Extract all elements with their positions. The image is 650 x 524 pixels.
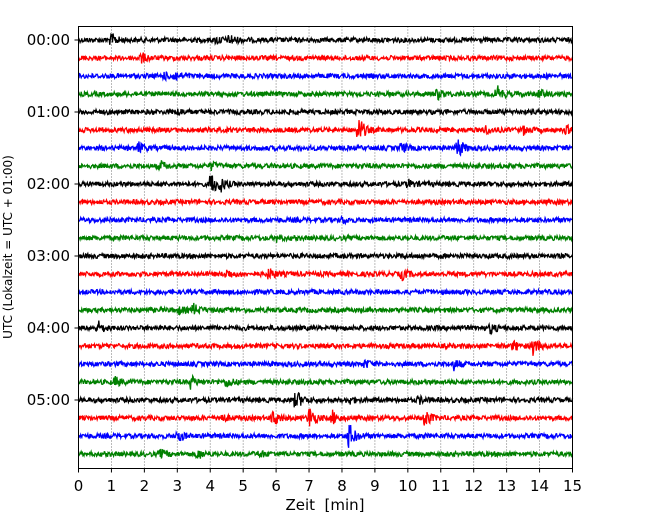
- trace-16: [77, 320, 574, 336]
- trace-22: [77, 424, 574, 448]
- x-tick-label: 11: [431, 477, 450, 495]
- y-axis-label: UTC (Lokalzeit = UTC + 01:00): [1, 155, 15, 339]
- plot-frame: [78, 26, 573, 469]
- trace-14: [77, 287, 574, 297]
- trace-4: [78, 107, 574, 117]
- y-axis-ticks: 00:00 01:00 02:00 03:00 04:00 05:00: [27, 31, 79, 409]
- y-tick-label: 01:00: [27, 103, 70, 121]
- trace-2: [78, 71, 573, 83]
- x-tick-label: 10: [398, 477, 417, 495]
- trace-9: [77, 197, 574, 207]
- trace-17: [77, 339, 574, 356]
- trace-23: [78, 448, 573, 460]
- trace-6: [77, 139, 574, 157]
- x-tick-label: 3: [173, 477, 183, 495]
- x-tick-label: 1: [107, 477, 117, 495]
- x-tick-label: 2: [140, 477, 150, 495]
- trace-3: [77, 85, 574, 101]
- trace-21: [77, 408, 574, 427]
- trace-15: [78, 302, 574, 317]
- x-tick-label: 9: [370, 477, 380, 495]
- trace-18: [77, 358, 574, 372]
- trace-19: [77, 373, 574, 390]
- trace-1: [77, 52, 574, 64]
- x-tick-label: 15: [563, 477, 582, 495]
- trace-7: [78, 160, 574, 172]
- x-tick-label: 7: [304, 477, 314, 495]
- trace-20: [77, 391, 574, 408]
- trace-5: [78, 120, 574, 137]
- x-tick-label: 6: [271, 477, 281, 495]
- x-tick-label: 4: [205, 477, 215, 495]
- x-tick-label: 5: [238, 477, 248, 495]
- x-axis-ticks: 0 1 2 3 4 5 6 7 8 9 10 11 12 13 14 15: [74, 468, 582, 495]
- trace-8: [77, 175, 574, 193]
- trace-12: [78, 251, 573, 261]
- seismogram-traces: [77, 32, 574, 460]
- x-tick-label: 13: [497, 477, 516, 495]
- x-tick-label: 8: [337, 477, 347, 495]
- x-axis-label: Zeit [min]: [285, 496, 364, 514]
- x-tick-label: 0: [74, 477, 84, 495]
- trace-13: [77, 267, 574, 282]
- x-tick-label: 12: [464, 477, 483, 495]
- trace-11: [78, 233, 574, 243]
- trace-0: [77, 32, 574, 46]
- y-tick-label: 05:00: [27, 391, 70, 409]
- trace-10: [77, 214, 574, 226]
- x-tick-label: 14: [530, 477, 549, 495]
- y-tick-label: 00:00: [27, 31, 70, 49]
- y-tick-label: 04:00: [27, 319, 70, 337]
- y-tick-label: 02:00: [27, 175, 70, 193]
- y-tick-label: 03:00: [27, 247, 70, 265]
